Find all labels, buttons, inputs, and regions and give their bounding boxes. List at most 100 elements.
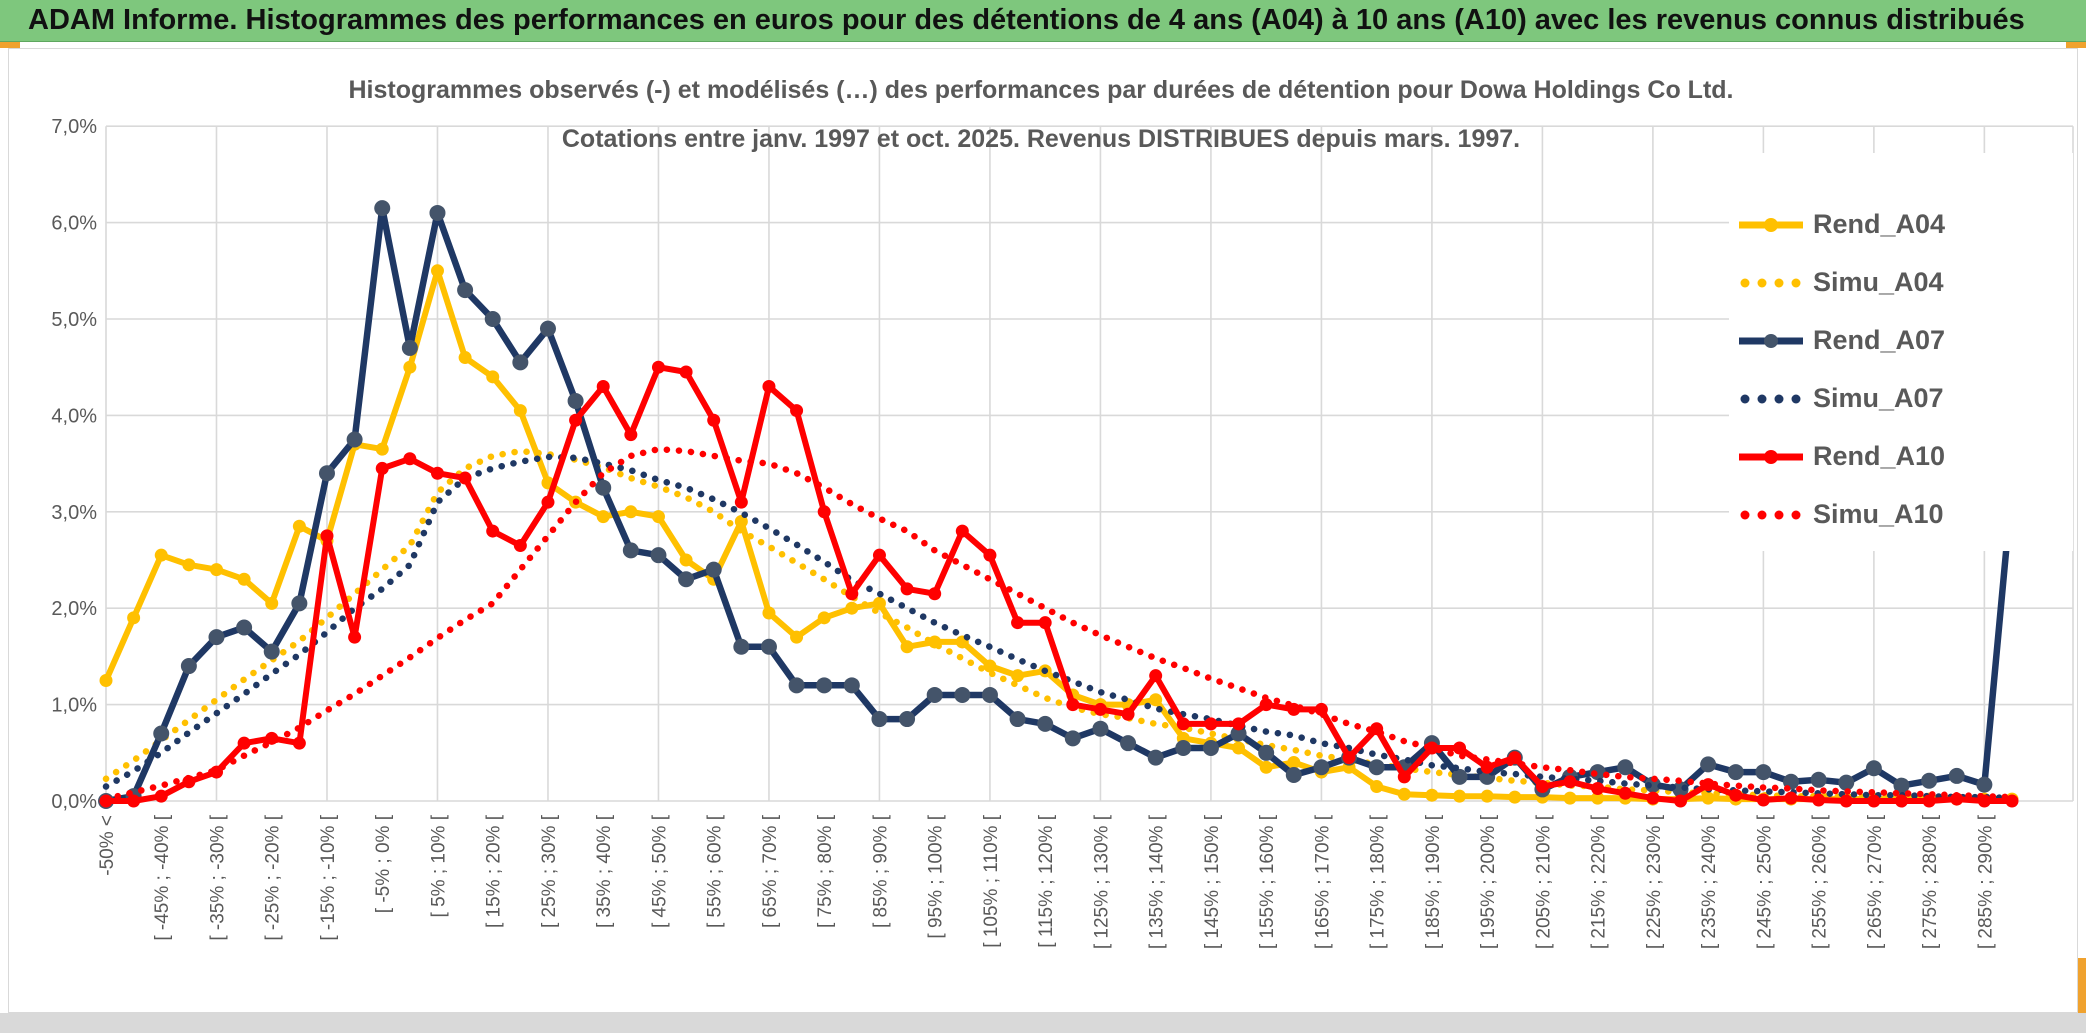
x-axis-label: [ 215% ; 220% [ — [1589, 814, 1610, 949]
series-marker-Rend_A07 — [788, 677, 805, 694]
series-marker-Rend_A10 — [872, 548, 886, 562]
legend-item-Rend_A04[interactable]: Rend_A04 — [1739, 209, 1945, 239]
selection-accent-bottom-right — [2078, 958, 2086, 1026]
series-marker-Rend_A07 — [1921, 772, 1938, 789]
series-marker-Rend_A04 — [1149, 693, 1163, 707]
legend-label: Simu_A07 — [1813, 383, 1944, 413]
series-marker-Rend_A07 — [816, 677, 833, 694]
series-marker-Rend_A10 — [348, 630, 362, 644]
series-marker-Rend_A07 — [1120, 735, 1137, 752]
legend-item-Rend_A10[interactable]: Rend_A10 — [1739, 441, 1945, 471]
x-axis-label: [ 5% ; 10% [ — [428, 814, 449, 917]
series-marker-Rend_A07 — [346, 431, 363, 448]
legend-item-Rend_A07[interactable]: Rend_A07 — [1739, 325, 1945, 355]
series-marker-Rend_A04 — [624, 505, 638, 519]
x-axis-label: [ 195% ; 200% [ — [1478, 814, 1499, 949]
x-axis-label: [ 65% ; 70% [ — [760, 814, 781, 928]
x-axis-label: [ 25% ; 30% [ — [539, 814, 560, 928]
series-marker-Rend_A10 — [430, 466, 444, 480]
x-axis-label: -50% < — [97, 815, 118, 876]
legend-item-Simu_A07[interactable]: Simu_A07 — [1740, 383, 1944, 413]
series-marker-Rend_A10 — [1729, 788, 1743, 802]
x-axis-label: [ 175% ; 180% [ — [1368, 814, 1389, 949]
series-marker-Rend_A07 — [1700, 756, 1717, 773]
series-marker-Rend_A10 — [734, 495, 748, 509]
x-axis-label: [ -5% ; 0% [ — [373, 814, 394, 913]
chart-title-line2: Cotations entre janv. 1997 et oct. 2025.… — [562, 125, 1520, 153]
series-marker-Rend_A07 — [1368, 759, 1385, 776]
series-marker-Rend_A07 — [291, 595, 308, 612]
series-marker-Rend_A04 — [1287, 755, 1301, 769]
series-marker-Rend_A10 — [900, 582, 914, 596]
series-marker-Rend_A04 — [127, 611, 141, 625]
series-marker-Rend_A10 — [596, 379, 610, 393]
series-marker-Rend_A10 — [569, 413, 583, 427]
x-axis-label: [ 285% ; 290% [ — [1975, 814, 1996, 949]
x-axis-label: [ 35% ; 40% [ — [594, 814, 615, 928]
series-marker-Rend_A10 — [513, 539, 527, 553]
x-axis-label: [ 95% ; 100% [ — [926, 814, 947, 938]
series-marker-Rend_A07 — [1175, 739, 1192, 756]
legend-dotted-swatch — [1740, 394, 1750, 404]
series-marker-Rend_A07 — [1727, 764, 1744, 781]
series-marker-Rend_A10 — [679, 365, 693, 379]
series-marker-Rend_A04 — [513, 404, 527, 418]
chart-area: 0,0% 1,0% 2,0% 3,0% 4,0% 5,0% 6,0% 7,0% -50% < [ … — [8, 48, 2078, 1013]
series-marker-Rend_A10 — [928, 587, 942, 601]
legend-label: Rend_A07 — [1813, 325, 1945, 355]
series-marker-Rend_A07 — [457, 282, 474, 299]
series-marker-Rend_A07 — [318, 465, 335, 482]
series-marker-Rend_A10 — [955, 524, 969, 538]
series-marker-Rend_A10 — [458, 471, 472, 485]
series-marker-Rend_A07 — [650, 547, 667, 564]
x-axis-label: [ 265% ; 270% [ — [1865, 814, 1886, 949]
series-marker-Rend_A10 — [209, 765, 223, 779]
series-marker-Rend_A04 — [430, 264, 444, 278]
legend-item-Simu_A10[interactable]: Simu_A10 — [1740, 499, 1944, 529]
series-marker-Rend_A04 — [817, 611, 831, 625]
series-marker-Rend_A07 — [153, 725, 170, 742]
series-marker-Rend_A10 — [486, 524, 500, 538]
series-marker-Rend_A07 — [1285, 766, 1302, 783]
legend-marker-swatch — [1764, 450, 1778, 464]
series-marker-Rend_A10 — [237, 736, 251, 750]
series-marker-Rend_A07 — [705, 561, 722, 578]
x-axis-label: [ 275% ; 280% [ — [1920, 814, 1941, 949]
series-marker-Rend_A07 — [1258, 744, 1275, 761]
series-marker-Rend_A07 — [843, 677, 860, 694]
series-marker-Rend_A07 — [208, 629, 225, 646]
x-axis-label: [ 55% ; 60% [ — [705, 814, 726, 928]
legend-dotted-swatch — [1774, 394, 1784, 404]
x-axis-label: [ 135% ; 140% [ — [1147, 814, 1168, 949]
series-marker-Rend_A07 — [1976, 776, 1993, 793]
series-marker-Rend_A10 — [1895, 794, 1909, 808]
series-marker-Rend_A07 — [926, 686, 943, 703]
series-marker-Rend_A04 — [403, 360, 417, 374]
series-marker-Rend_A07 — [180, 658, 197, 675]
legend-item-Simu_A04[interactable]: Simu_A04 — [1740, 267, 1944, 297]
series-marker-Rend_A04 — [1453, 789, 1467, 803]
x-axis-label: [ 85% ; 90% [ — [870, 814, 891, 928]
series-marker-Rend_A10 — [154, 789, 168, 803]
series-marker-Rend_A10 — [1259, 698, 1273, 712]
series-marker-Rend_A10 — [1867, 794, 1881, 808]
series-line-Simu_A04 — [102, 447, 2016, 803]
series-marker-Rend_A10 — [292, 736, 306, 750]
series-marker-Rend_A10 — [320, 529, 334, 543]
series-marker-Rend_A10 — [762, 379, 776, 393]
spreadsheet-bottom-band — [0, 1013, 2086, 1033]
series-marker-Rend_A07 — [871, 711, 888, 728]
legend-label: Rend_A10 — [1813, 441, 1945, 471]
series-marker-Rend_A04 — [1232, 741, 1246, 755]
series-marker-Rend_A04 — [1397, 787, 1411, 801]
series-marker-Rend_A07 — [1451, 768, 1468, 785]
series-marker-Rend_A04 — [1563, 791, 1577, 805]
series-marker-Rend_A04 — [99, 674, 113, 687]
x-axis-label: [ 155% ; 160% [ — [1257, 814, 1278, 949]
report-header-bar: ADAM Informe. Histogrammes des performan… — [0, 0, 2086, 42]
legend-dotted-swatch — [1791, 394, 1801, 404]
series-marker-Rend_A10 — [1618, 786, 1632, 800]
series-marker-Rend_A04 — [182, 558, 196, 572]
x-axis-label: [ 75% ; 80% [ — [815, 814, 836, 928]
series-marker-Rend_A10 — [1563, 775, 1577, 789]
